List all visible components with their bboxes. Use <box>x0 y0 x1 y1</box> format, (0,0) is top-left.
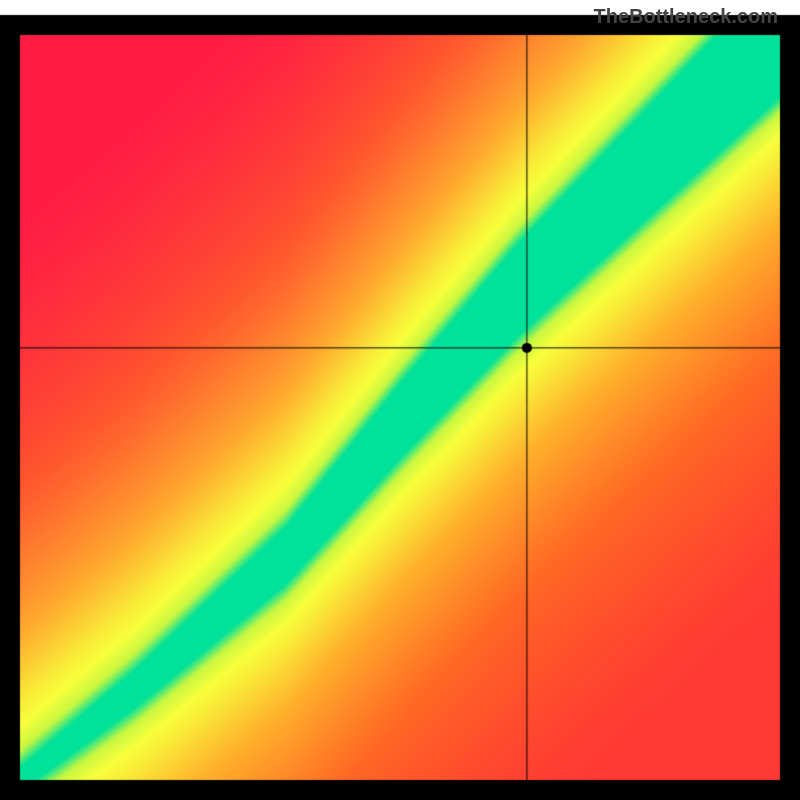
bottleneck-heatmap-canvas <box>0 0 800 800</box>
chart-container: TheBottleneck.com <box>0 0 800 800</box>
watermark-text: TheBottleneck.com <box>594 6 778 29</box>
